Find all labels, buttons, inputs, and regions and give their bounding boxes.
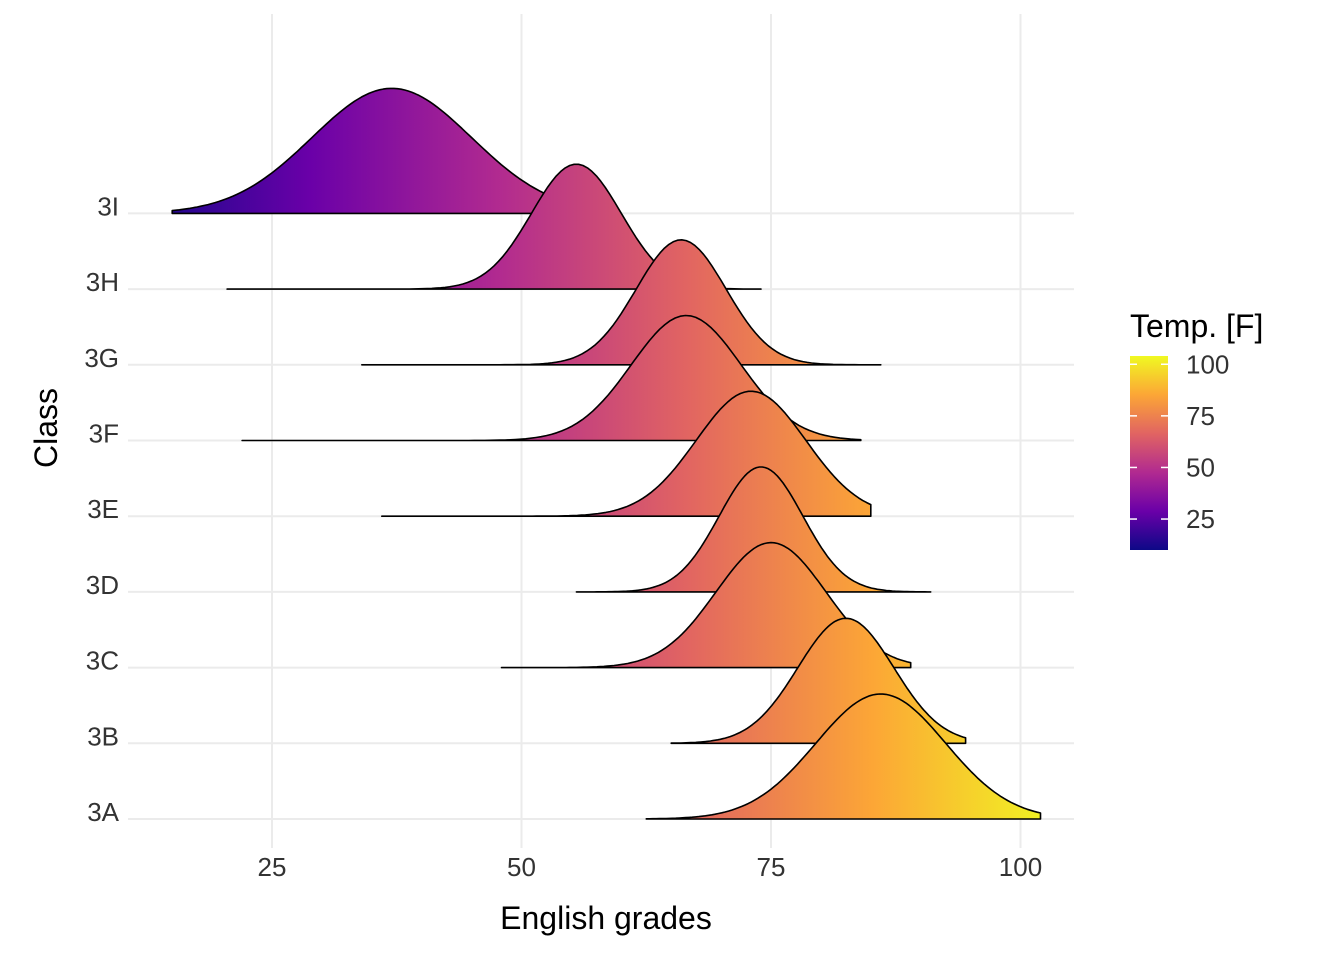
x-tick-label: 75 [757,852,786,882]
y-tick-label: 3B [87,721,119,751]
legend-colorbar [1130,356,1168,550]
y-axis-ticks: 3A 3B 3C 3D 3E 3F 3G 3H 3I [84,191,119,827]
y-tick-label: 3D [86,570,119,600]
y-tick-label: 3G [84,343,119,373]
legend-ticks: 25 50 75 100 [1130,349,1229,534]
legend-tick-label: 50 [1186,452,1215,482]
x-axis-ticks: 25 50 75 100 [258,852,1043,882]
ridge-3D [575,466,932,593]
y-axis-title: Class [28,388,64,468]
legend-title: Temp. [F] [1130,308,1263,344]
y-tick-label: 3H [86,267,119,297]
y-tick-label: 3E [87,494,119,524]
y-tick-label: 3C [86,646,119,676]
legend: Temp. [F] 25 50 75 100 [1130,308,1263,550]
ridge-3I [171,87,603,215]
x-tick-label: 50 [507,852,536,882]
y-tick-label: 3A [87,797,119,827]
x-tick-label: 100 [999,852,1042,882]
ridge-3G [361,239,882,366]
x-tick-label: 25 [258,852,287,882]
ridge-3A [645,693,1042,820]
x-axis-title: English grades [500,900,712,936]
y-tick-label: 3F [89,419,119,449]
ridges [171,87,1042,820]
legend-tick-label: 75 [1186,401,1215,431]
y-tick-label: 3I [97,191,119,221]
legend-tick-label: 25 [1186,504,1215,534]
legend-tick-label: 100 [1186,349,1229,379]
